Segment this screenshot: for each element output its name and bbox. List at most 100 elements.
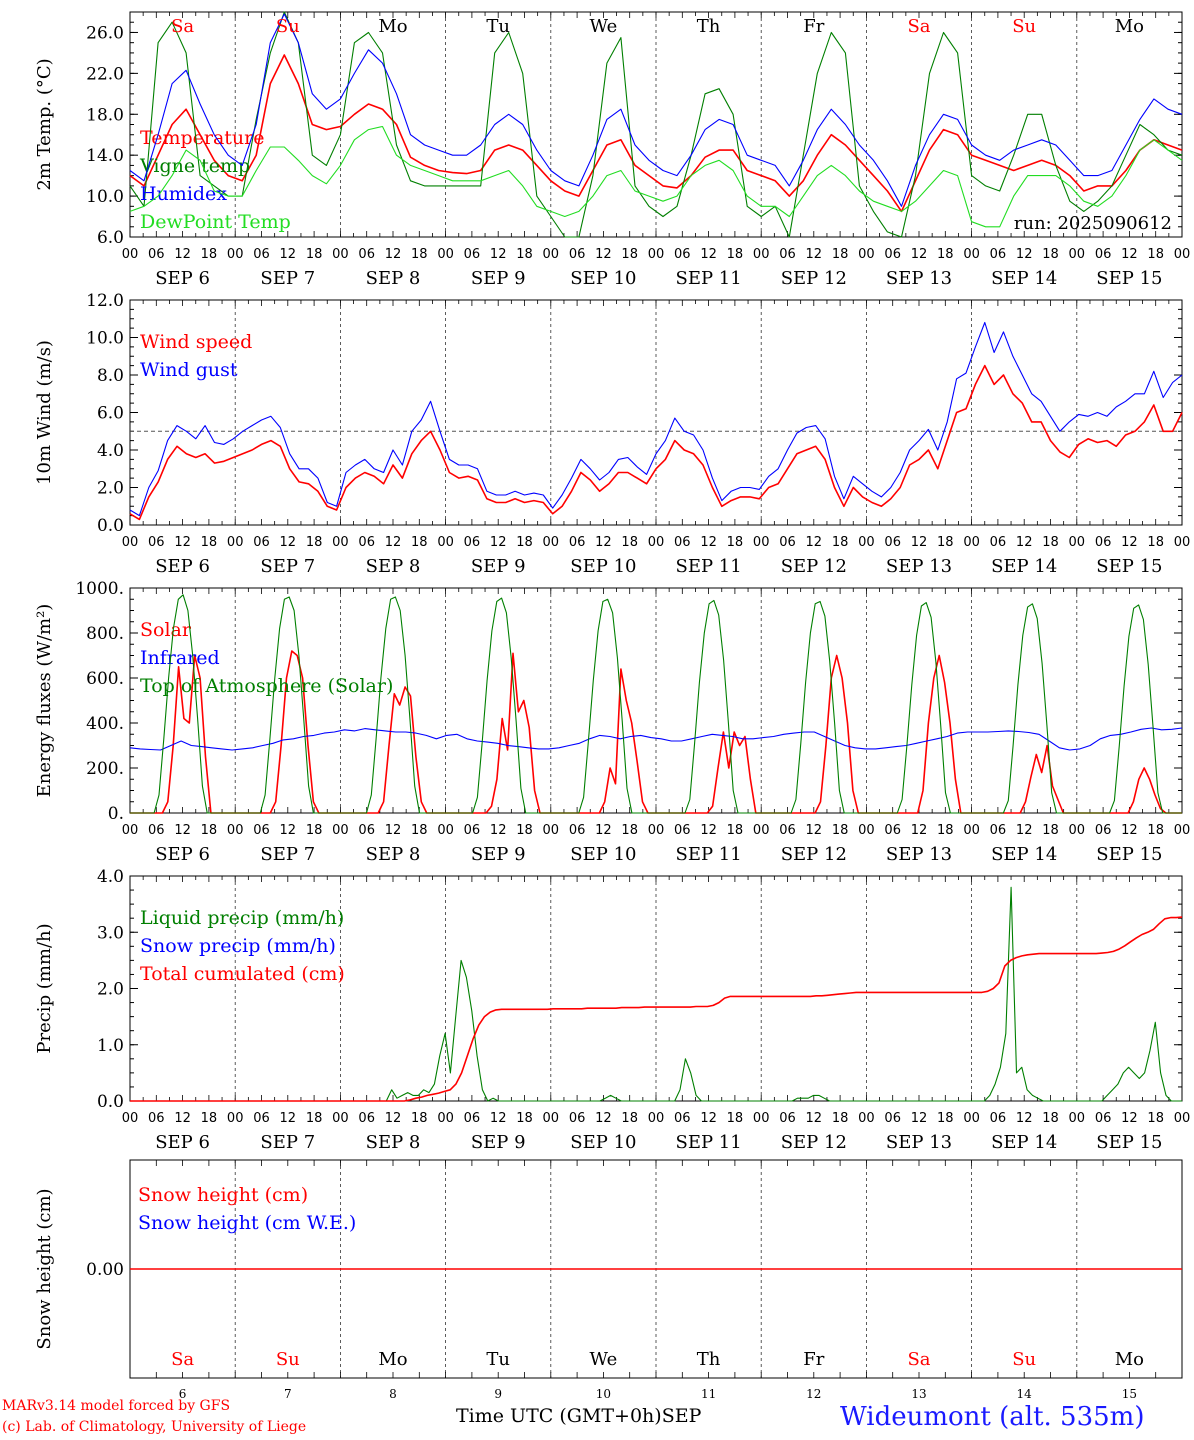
hour-label: 12 — [174, 1111, 191, 1126]
y-tick-label: 6.0 — [97, 228, 124, 248]
date-label: SEP 15 — [1096, 1132, 1162, 1153]
date-label: SEP 11 — [675, 268, 741, 289]
hour-label: 12 — [490, 1111, 507, 1126]
run-annotation: run: 2025090612 — [1014, 213, 1172, 234]
series-line-1-0 — [129, 364, 1183, 521]
y-tick-label: 800. — [86, 624, 124, 644]
date-label: SEP 12 — [781, 556, 847, 577]
date-label: SEP 13 — [886, 556, 952, 577]
hour-label: 06 — [884, 535, 901, 550]
weekday-label: Su — [276, 16, 300, 37]
hour-label: 12 — [700, 823, 717, 838]
hour-label: 00 — [1174, 823, 1191, 838]
y-tick-label: 10.0 — [86, 187, 124, 207]
hour-label: 18 — [306, 535, 323, 550]
y-tick-label: 4.0 — [97, 867, 124, 887]
hour-label: 00 — [1069, 823, 1086, 838]
weekday-label: Mo — [1115, 16, 1144, 37]
hour-label: 06 — [1095, 535, 1112, 550]
hour-label: 00 — [227, 247, 244, 262]
day-number: 7 — [284, 1387, 292, 1401]
hour-label: 06 — [674, 1111, 691, 1126]
date-label: SEP 6 — [155, 268, 210, 289]
series-line-0-1 — [129, 11, 1183, 238]
y-tick-label: 0.0 — [97, 516, 124, 536]
hour-label: 12 — [700, 247, 717, 262]
hour-label: 12 — [911, 535, 928, 550]
day-number: 10 — [596, 1387, 611, 1401]
legend-entry: Snow height (cm W.E.) — [138, 1212, 356, 1234]
weekday-label: Sa — [907, 16, 930, 37]
y-axis-label: 2m Temp. (°C) — [34, 58, 55, 190]
date-label: SEP 10 — [570, 844, 636, 865]
hour-label: 00 — [332, 535, 349, 550]
hour-label: 00 — [753, 247, 770, 262]
hour-label: 18 — [1147, 247, 1164, 262]
y-tick-label: 1.0 — [97, 1036, 124, 1056]
hour-label: 06 — [358, 1111, 375, 1126]
date-label: SEP 14 — [991, 556, 1057, 577]
weekday-label: Fr — [803, 1349, 824, 1370]
hour-label: 00 — [227, 1111, 244, 1126]
y-tick-label: 8.0 — [97, 366, 124, 386]
date-label: SEP 8 — [366, 1132, 421, 1153]
hour-label: 06 — [674, 823, 691, 838]
legend-entry: Vigne temp — [139, 155, 250, 177]
date-label: SEP 11 — [675, 1132, 741, 1153]
y-tick-label: 200. — [86, 759, 124, 779]
date-label: SEP 14 — [991, 844, 1057, 865]
weekday-label: Th — [697, 16, 721, 37]
hour-label: 00 — [858, 535, 875, 550]
hour-label: 18 — [201, 823, 218, 838]
y-tick-label: 600. — [86, 669, 124, 689]
hour-label: 12 — [1121, 823, 1138, 838]
y-tick-label: 3.0 — [97, 923, 124, 943]
hour-label: 06 — [148, 247, 165, 262]
hour-label: 18 — [727, 535, 744, 550]
series-line-3-2 — [130, 916, 1183, 1102]
y-axis-label: Snow height (cm) — [34, 1188, 55, 1349]
hour-label: 12 — [700, 535, 717, 550]
hour-label: 18 — [621, 1111, 638, 1126]
weekday-label: Tu — [486, 1349, 510, 1370]
hour-label: 18 — [621, 823, 638, 838]
date-label: SEP 9 — [471, 844, 526, 865]
hour-label: 06 — [148, 535, 165, 550]
hour-label: 06 — [358, 823, 375, 838]
date-label: SEP 15 — [1096, 268, 1162, 289]
weekday-label: Th — [697, 1349, 721, 1370]
y-axis-label: Energy fluxes (W/m²) — [34, 604, 55, 798]
hour-label: 06 — [569, 535, 586, 550]
hour-label: 06 — [253, 247, 270, 262]
panel-frame-1 — [129, 299, 1183, 526]
legend-entry: Total cumulated (cm) — [140, 963, 345, 985]
date-label: SEP 10 — [570, 556, 636, 577]
legend-entry: Wind speed — [140, 331, 252, 353]
hour-label: 12 — [280, 823, 297, 838]
hour-label: 00 — [648, 535, 665, 550]
hour-label: 00 — [858, 247, 875, 262]
hour-label: 00 — [648, 823, 665, 838]
y-tick-label: 1000. — [75, 579, 124, 599]
hour-label: 18 — [621, 247, 638, 262]
hour-label: 18 — [621, 535, 638, 550]
date-label: SEP 11 — [675, 844, 741, 865]
hour-label: 06 — [253, 535, 270, 550]
hour-label: 06 — [569, 1111, 586, 1126]
hour-label: 12 — [174, 247, 191, 262]
series-line-2-2 — [130, 594, 1182, 814]
hour-label: 18 — [516, 823, 533, 838]
hour-label: 12 — [1121, 247, 1138, 262]
weekday-label: Su — [276, 1349, 300, 1370]
date-label: SEP 12 — [781, 268, 847, 289]
hour-label: 00 — [648, 247, 665, 262]
hour-label: 18 — [832, 535, 849, 550]
hour-label: 00 — [332, 823, 349, 838]
hour-label: 00 — [1174, 1111, 1191, 1126]
series-line-1-1 — [129, 321, 1183, 517]
date-label: SEP 7 — [260, 1132, 315, 1153]
hour-label: 12 — [490, 247, 507, 262]
date-label: SEP 6 — [155, 1132, 210, 1153]
date-label: SEP 6 — [155, 844, 210, 865]
hour-label: 12 — [595, 247, 612, 262]
